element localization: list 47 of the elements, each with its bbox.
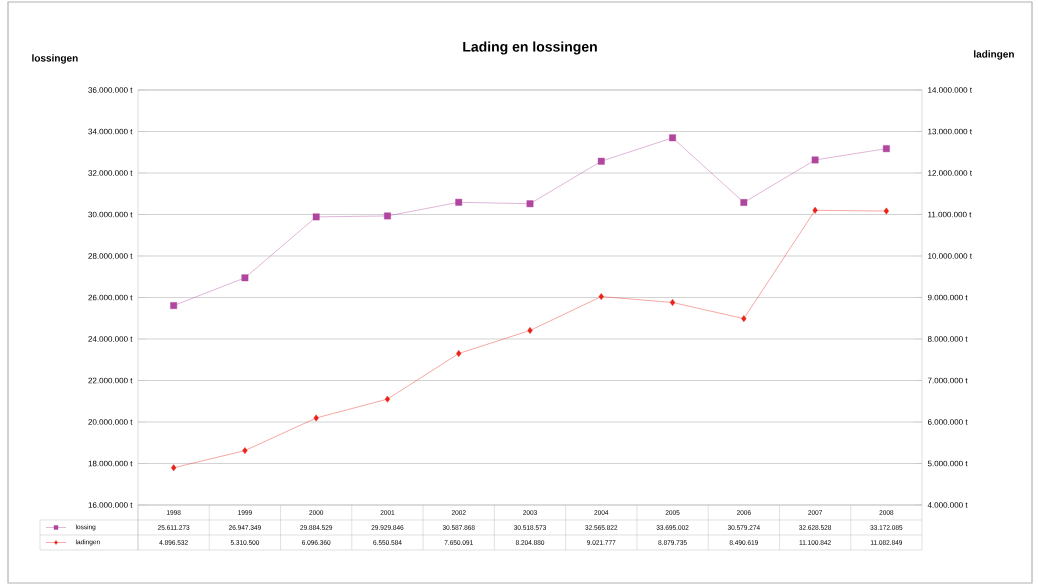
- point: [455, 198, 463, 206]
- y-axis-title: lossingen: [32, 54, 78, 64]
- point: [527, 327, 533, 334]
- y2-tick-label: 8.000.000 t: [927, 336, 968, 342]
- y2-tick-label: 13.000.000 t: [928, 128, 972, 135]
- point: [812, 206, 818, 214]
- y2-tick-label: 7.000.000 t: [927, 377, 968, 384]
- point: [811, 156, 819, 164]
- y-tick-label: 24.000.000 t: [88, 336, 133, 342]
- point: [242, 447, 248, 454]
- point: [598, 293, 604, 300]
- y-tick-label: 16.000.000 t: [88, 502, 133, 508]
- point: [740, 199, 748, 206]
- point: [384, 395, 391, 403]
- point: [882, 145, 890, 153]
- y-tick-label: 18.000.000 t: [88, 460, 133, 467]
- point: [384, 212, 391, 220]
- point: [669, 134, 676, 142]
- point: [883, 207, 889, 215]
- y-tick-label: 22.000.000 t: [88, 377, 133, 384]
- y-tick-label: 20.000.000 t: [88, 419, 133, 425]
- point: [170, 302, 178, 309]
- y-tick-label: 28.000.000 t: [88, 253, 133, 259]
- y2-tick-label: 9.000.000 t: [927, 294, 968, 301]
- point: [669, 299, 676, 306]
- y2-tick-label: 14.000.000 t: [928, 87, 972, 93]
- y2-tick-label: 10.000.000 t: [928, 253, 972, 259]
- y2-tick-label: 4.000.000 t: [927, 502, 968, 508]
- point: [313, 414, 319, 422]
- chart-title: Lading en lossingen: [463, 41, 597, 55]
- point: [312, 213, 320, 221]
- point: [526, 200, 534, 208]
- y2-tick-label: 11.000.000 t: [928, 211, 972, 218]
- point: [456, 350, 462, 357]
- point: [597, 157, 605, 165]
- y-tick-label: 34.000.000 t: [88, 128, 133, 135]
- point: [241, 274, 249, 282]
- y2-tick-label: 6.000.000 t: [927, 419, 968, 425]
- y-tick-label: 30.000.000 t: [88, 211, 133, 218]
- y2-tick-label: 5.000.000 t: [927, 460, 968, 467]
- y-tick-label: 32.000.000 t: [88, 170, 133, 176]
- y-tick-label: 26.000.000 t: [88, 294, 133, 301]
- y2-tick-label: 12.000.000 t: [928, 170, 972, 176]
- point: [741, 315, 747, 323]
- y2-axis-title: ladingen: [974, 50, 1014, 60]
- y-tick-label: 36.000.000 t: [88, 87, 133, 93]
- point: [171, 464, 177, 472]
